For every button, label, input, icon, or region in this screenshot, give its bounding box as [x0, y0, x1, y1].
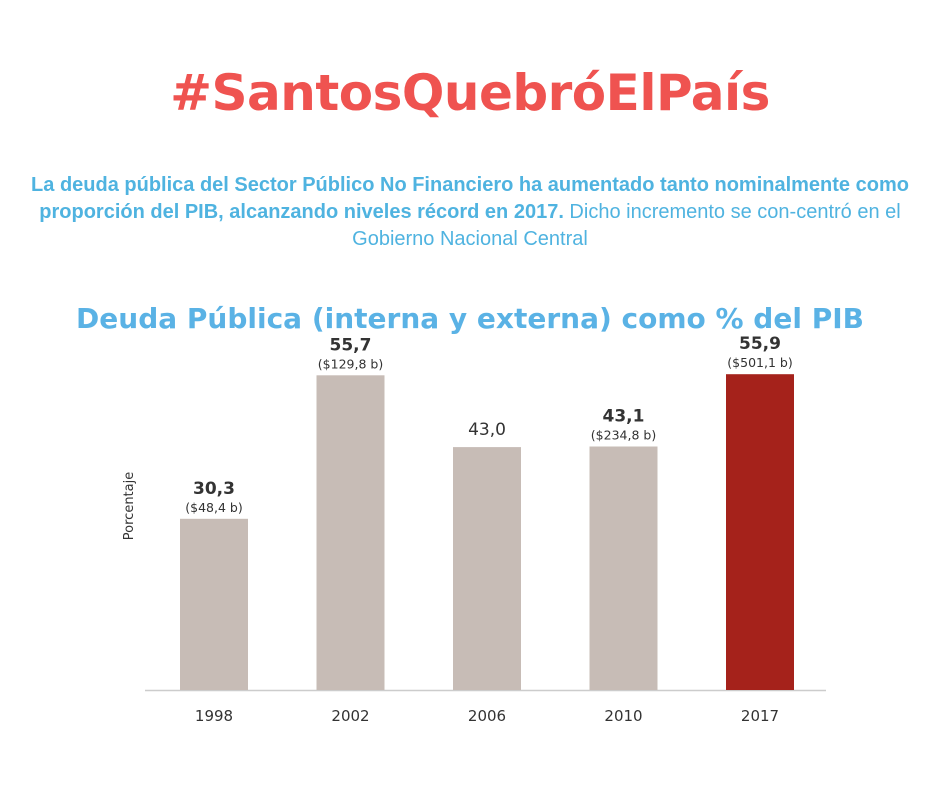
bar-2010 [589, 446, 658, 690]
x-tick-label-2010: 2010 [604, 707, 642, 725]
bar-2017 [726, 374, 794, 690]
bar-2002 [316, 375, 385, 690]
x-tick-label-2017: 2017 [741, 707, 779, 725]
x-tick-label-1998: 1998 [195, 707, 233, 725]
y-axis-label: Porcentaje [122, 472, 137, 540]
bars-group [180, 374, 794, 690]
hashtag-title: #SantosQuebróElPaís [170, 64, 770, 122]
labels-group: 30,3($48,4 b) 1998 55,7($129,8 b) 2002 43,0 2… [185, 334, 792, 725]
bar-1998 [180, 518, 248, 690]
bar-2006 [453, 447, 521, 690]
value-label-2006: 43,0 [468, 420, 506, 440]
x-tick-label-2002: 2002 [331, 707, 369, 725]
sub-label-2017: ($501,1 b) [727, 355, 792, 370]
sub-label-2010: ($234,8 b) [591, 428, 656, 443]
x-tick-label-2006: 2006 [468, 707, 506, 725]
value-label-2002: 55,7 [330, 335, 372, 355]
intro-bold-text: La deuda pública del Sector Público No F… [31, 174, 909, 223]
intro-regular-text: Dicho incremento se con-centró en el Gob… [352, 201, 901, 250]
sub-label-2002: ($129,8 b) [318, 356, 383, 371]
value-label-1998: 30,3 [193, 479, 235, 499]
intro-paragraph: La deuda pública del Sector Público No F… [28, 172, 912, 253]
value-label-2010: 43,1 [603, 407, 645, 427]
chart-title: Deuda Pública (interna y externa) como %… [76, 302, 864, 335]
value-label-2017: 55,9 [739, 334, 781, 354]
sub-label-1998: ($48,4 b) [185, 500, 242, 515]
